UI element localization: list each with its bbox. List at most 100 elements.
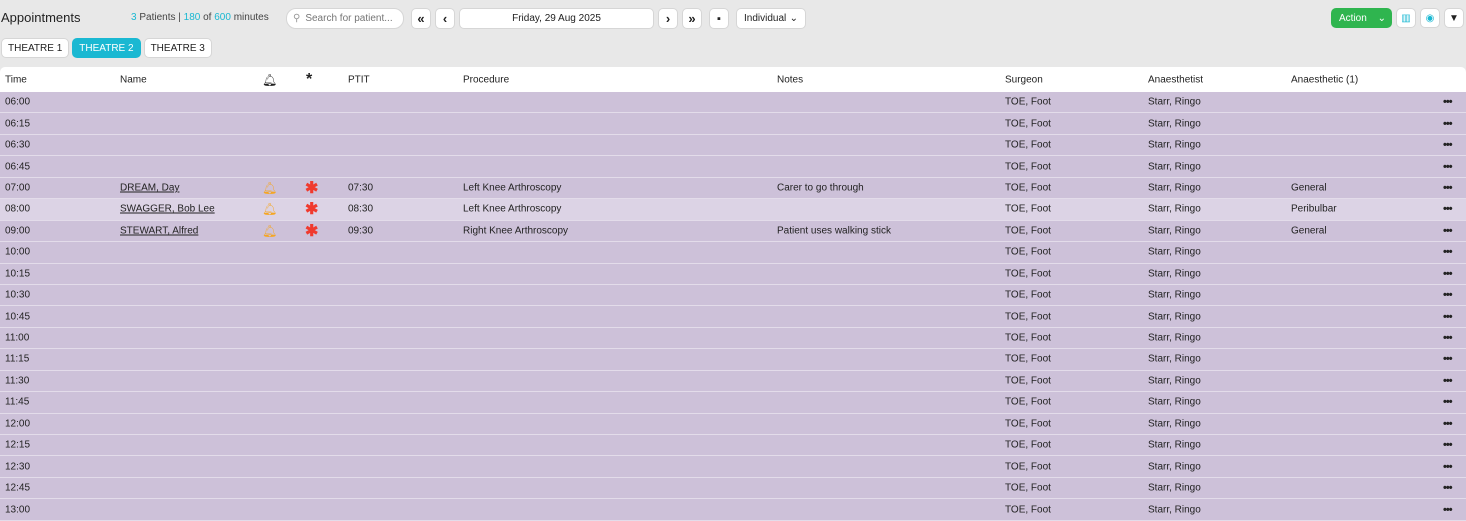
procedure-cell: Left Knee Arthroscopy — [463, 182, 562, 194]
next-day-button[interactable]: › — [658, 8, 678, 29]
table-row[interactable]: 12:00 TOE, Foot Starr, Ringo ••• — [0, 413, 1466, 435]
col-surgeon[interactable]: Surgeon — [1005, 74, 1043, 85]
more-options-icon[interactable]: ••• — [1443, 374, 1453, 387]
table-row[interactable]: 07:00 DREAM, Day 🔔︎ ✱ 07:30 Left Knee Arthros… — [0, 177, 1466, 200]
table-row[interactable]: 13:00 TOE, Foot Starr, Ringo ••• — [0, 499, 1466, 521]
col-anaesthetist[interactable]: Anaesthetist — [1148, 74, 1204, 85]
theatre-tabs: THEATRE 1 THEATRE 2 THEATRE 3 — [1, 38, 212, 58]
anaesthetist-cell: Starr, Ringo — [1148, 396, 1201, 408]
surgeon-cell: TOE, Foot — [1005, 332, 1051, 344]
patient-name-link[interactable]: SWAGGER, Bob Lee — [120, 203, 215, 215]
notes-cell: Patient uses walking stick — [777, 225, 891, 237]
table-row[interactable]: 10:00 TOE, Foot Starr, Ringo ••• — [0, 242, 1466, 264]
time-cell: 12:45 — [5, 482, 31, 494]
more-options-icon[interactable]: ••• — [1443, 267, 1453, 280]
surgeon-cell: TOE, Foot — [1005, 482, 1051, 494]
time-cell: 13:00 — [5, 504, 31, 516]
bell-icon[interactable]: 🔔︎ — [262, 223, 278, 238]
view-mode-select[interactable]: Individual ⌄ — [736, 8, 806, 29]
surgeon-cell: TOE, Foot — [1005, 203, 1051, 215]
more-options-icon[interactable]: ••• — [1443, 310, 1453, 323]
calendar-icon[interactable]: ▪ — [709, 8, 729, 29]
table-row[interactable]: 11:30 TOE, Foot Starr, Ringo ••• — [0, 370, 1466, 393]
action-button[interactable]: Action ⌄ — [1331, 8, 1392, 28]
more-options-icon[interactable]: ••• — [1443, 353, 1453, 366]
time-cell: 11:00 — [5, 332, 30, 344]
procedure-cell: Left Knee Arthroscopy — [463, 203, 562, 215]
anaesthetist-cell: Starr, Ringo — [1148, 289, 1201, 301]
col-notes[interactable]: Notes — [777, 74, 804, 85]
table-row[interactable]: 06:00 TOE, Foot Starr, Ringo ••• — [0, 92, 1466, 114]
table-row[interactable]: 09:00 STEWART, Alfred 🔔︎ ✱ 09:30 Right Knee A… — [0, 220, 1466, 243]
time-cell: 06:15 — [5, 118, 31, 130]
more-options-icon[interactable]: ••• — [1443, 246, 1453, 259]
table-row[interactable]: 12:45 TOE, Foot Starr, Ringo ••• — [0, 477, 1466, 500]
search-box[interactable]: ⚲ — [286, 8, 404, 29]
page-title: Appointments — [1, 10, 81, 25]
more-options-icon[interactable]: ••• — [1443, 96, 1453, 109]
more-options-icon[interactable]: ••• — [1443, 139, 1453, 152]
table-row[interactable]: 10:15 TOE, Foot Starr, Ringo ••• — [0, 263, 1466, 285]
patient-name-link[interactable]: STEWART, Alfred — [120, 225, 199, 237]
table-row[interactable]: 06:30 TOE, Foot Starr, Ringo ••• — [0, 134, 1466, 157]
bell-icon[interactable]: 🔔︎ — [262, 180, 278, 195]
tab-theatre-1[interactable]: THEATRE 1 — [1, 38, 70, 58]
last-page-button[interactable]: » — [682, 8, 702, 29]
rooms-icon[interactable]: ▥ — [1396, 8, 1416, 28]
anaesthetist-cell: Starr, Ringo — [1148, 268, 1201, 280]
more-options-icon[interactable]: ••• — [1443, 117, 1453, 130]
time-cell: 07:00 — [5, 182, 31, 194]
more-options-icon[interactable]: ••• — [1443, 181, 1453, 194]
time-cell: 06:45 — [5, 161, 31, 173]
time-cell: 12:00 — [5, 418, 31, 430]
date-display[interactable]: Friday, 29 Aug 2025 — [459, 8, 654, 29]
table-row[interactable]: 12:30 TOE, Foot Starr, Ringo ••• — [0, 456, 1466, 478]
table-row[interactable]: 11:15 TOE, Foot Starr, Ringo ••• — [0, 349, 1466, 371]
tab-theatre-2[interactable]: THEATRE 2 — [72, 38, 141, 58]
table-row[interactable]: 10:45 TOE, Foot Starr, Ringo ••• — [0, 306, 1466, 328]
ptit-cell: 09:30 — [348, 225, 374, 237]
surgeon-cell: TOE, Foot — [1005, 353, 1051, 365]
more-options-icon[interactable]: ••• — [1443, 460, 1453, 473]
search-input[interactable] — [303, 12, 399, 25]
more-options-icon[interactable]: ••• — [1443, 503, 1453, 516]
asterisk-alert-icon[interactable]: ✱ — [305, 222, 319, 240]
anaesthetist-cell: Starr, Ringo — [1148, 225, 1201, 237]
time-cell: 08:00 — [5, 203, 31, 215]
prev-day-button[interactable]: ‹ — [435, 8, 455, 29]
more-options-icon[interactable]: ••• — [1443, 482, 1453, 495]
table-row[interactable]: 06:15 TOE, Foot Starr, Ringo ••• — [0, 113, 1466, 135]
tab-theatre-3[interactable]: THEATRE 3 — [143, 38, 212, 58]
table-row[interactable]: 11:00 TOE, Foot Starr, Ringo ••• — [0, 327, 1466, 350]
filter-icon[interactable]: ▼ — [1444, 8, 1464, 28]
bell-icon[interactable]: 🔔︎ — [262, 202, 278, 217]
more-options-icon[interactable]: ••• — [1443, 224, 1453, 237]
time-cell: 11:15 — [5, 353, 30, 365]
col-ptit[interactable]: PTIT — [348, 74, 370, 85]
more-options-icon[interactable]: ••• — [1443, 417, 1453, 430]
table-row[interactable]: 11:45 TOE, Foot Starr, Ringo ••• — [0, 392, 1466, 414]
more-options-icon[interactable]: ••• — [1443, 203, 1453, 216]
patient-name-link[interactable]: DREAM, Day — [120, 182, 180, 194]
more-options-icon[interactable]: ••• — [1443, 289, 1453, 302]
eye-icon[interactable]: ◉ — [1420, 8, 1440, 28]
time-cell: 10:00 — [5, 246, 31, 258]
col-time[interactable]: Time — [5, 74, 27, 85]
more-options-icon[interactable]: ••• — [1443, 439, 1453, 452]
col-name[interactable]: Name — [120, 74, 147, 85]
surgeon-cell: TOE, Foot — [1005, 396, 1051, 408]
col-procedure[interactable]: Procedure — [463, 74, 510, 85]
table-row[interactable]: 08:00 SWAGGER, Bob Lee 🔔︎ ✱ 08:30 Left Knee A… — [0, 199, 1466, 221]
first-page-button[interactable]: « — [411, 8, 431, 29]
col-anaesthetic[interactable]: Anaesthetic (1) — [1291, 74, 1359, 85]
table-row[interactable]: 12:15 TOE, Foot Starr, Ringo ••• — [0, 435, 1466, 457]
surgeon-cell: TOE, Foot — [1005, 268, 1051, 280]
more-options-icon[interactable]: ••• — [1443, 332, 1453, 345]
ptit-cell: 08:30 — [348, 203, 374, 215]
table-row[interactable]: 06:45 TOE, Foot Starr, Ringo ••• — [0, 156, 1466, 178]
asterisk-alert-icon[interactable]: ✱ — [305, 201, 319, 219]
table-row[interactable]: 10:30 TOE, Foot Starr, Ringo ••• — [0, 284, 1466, 307]
asterisk-alert-icon[interactable]: ✱ — [305, 179, 319, 197]
more-options-icon[interactable]: ••• — [1443, 160, 1453, 173]
more-options-icon[interactable]: ••• — [1443, 396, 1453, 409]
